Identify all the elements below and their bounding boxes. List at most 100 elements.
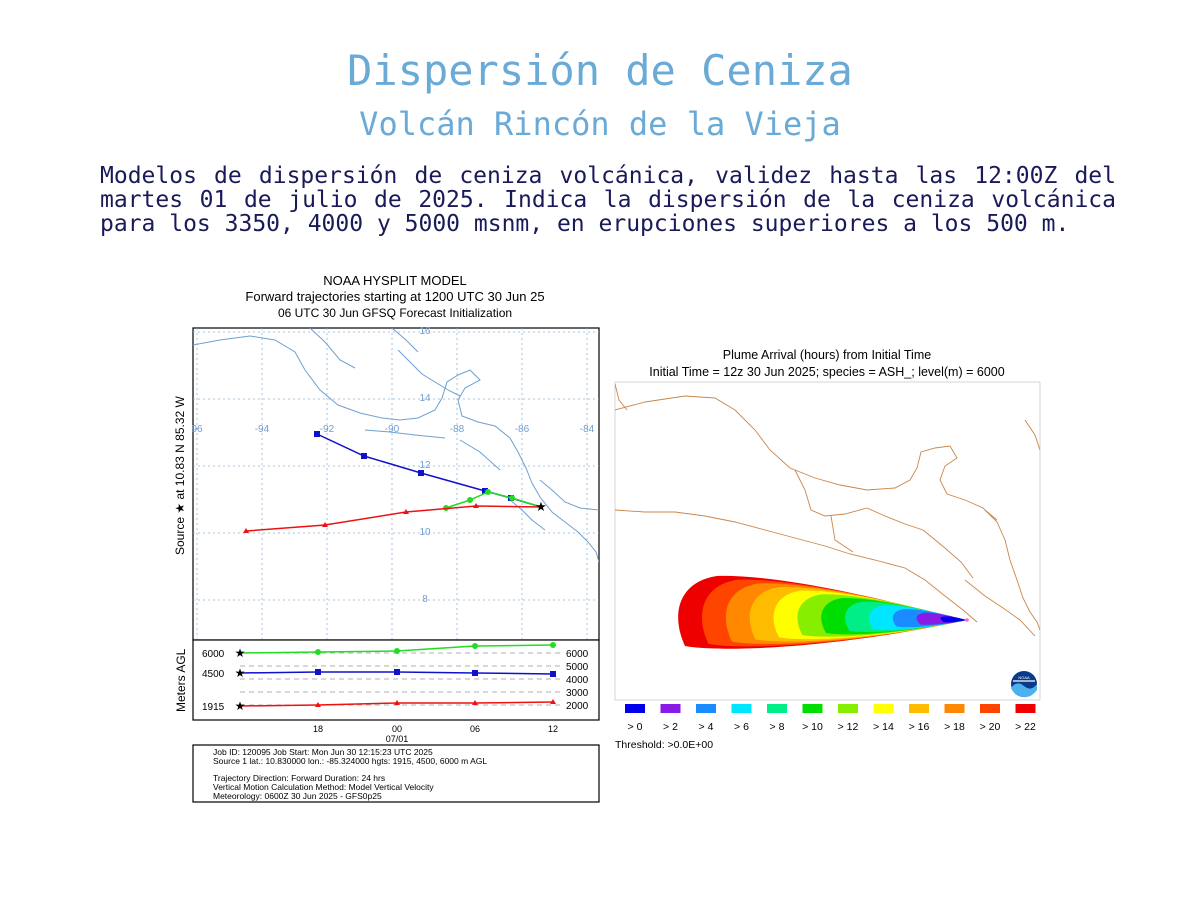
agl-marker bbox=[472, 643, 478, 649]
plume-threshold: Threshold: >0.0E+00 bbox=[615, 739, 713, 751]
legend-swatch bbox=[980, 704, 1000, 713]
agl-marker bbox=[394, 669, 400, 675]
hysplit-title-3: 06 UTC 30 Jun GFSQ Forecast Initializati… bbox=[278, 306, 512, 320]
job-info-box bbox=[192, 744, 600, 803]
trajectory-marker bbox=[322, 522, 328, 527]
agl-marker bbox=[394, 700, 400, 705]
coastlines bbox=[193, 328, 599, 563]
agl-right-3000: 3000 bbox=[566, 688, 589, 699]
plume-title-1: Plume Arrival (hours) from Initial Time bbox=[723, 348, 931, 362]
volcano-source-marker bbox=[965, 618, 969, 622]
legend-label: > 6 bbox=[734, 721, 749, 733]
legend-swatch bbox=[944, 704, 965, 713]
legend-label: > 22 bbox=[1015, 721, 1036, 733]
svg-text:NOAA: NOAA bbox=[1018, 675, 1030, 680]
date-label: 07/01 bbox=[386, 734, 409, 744]
time-tick-06: 06 bbox=[470, 724, 480, 734]
legend-swatch bbox=[909, 704, 929, 713]
description-text: Modelos de dispersión de ceniza volcánic… bbox=[100, 163, 1116, 237]
trajectory-marker bbox=[509, 495, 515, 501]
source-star-icon: ★ bbox=[535, 499, 547, 514]
agl-marker bbox=[315, 649, 321, 655]
noaa-logo: NOAA bbox=[1011, 671, 1037, 698]
job-info-line-4: Vertical Motion Calculation Method: Mode… bbox=[213, 782, 434, 792]
lat-label: 10 bbox=[419, 527, 431, 538]
job-info-line-2: Source 1 lat.: 10.830000 lon.: -85.32400… bbox=[213, 756, 487, 766]
lon-label: -90 bbox=[385, 424, 400, 435]
agl-source-star-icon: ★ bbox=[235, 646, 246, 660]
agl-right-6000: 6000 bbox=[566, 649, 589, 660]
legend-label: > 14 bbox=[873, 721, 894, 733]
plume-ash-cloud bbox=[678, 575, 969, 649]
plume-map-frame bbox=[614, 381, 1041, 701]
time-tick-00: 00 bbox=[392, 724, 402, 734]
lon-label: -84 bbox=[580, 424, 595, 435]
trajectory-marker bbox=[243, 528, 249, 533]
legend-label: > 0 bbox=[628, 721, 643, 733]
plume-band bbox=[940, 616, 967, 623]
trajectory-marker bbox=[482, 488, 488, 494]
legend-swatch bbox=[873, 704, 894, 713]
legend-label: > 12 bbox=[838, 721, 859, 733]
trajectory-marker bbox=[361, 453, 367, 459]
time-tick-12: 12 bbox=[548, 724, 558, 734]
lon-label: -92 bbox=[320, 424, 335, 435]
agl-marker bbox=[394, 648, 400, 654]
lat-label: 8 bbox=[422, 594, 428, 605]
time-tick-18: 18 bbox=[313, 724, 323, 734]
source-coordinates-label: Source ★ at 10.83 N 85.32 W bbox=[173, 395, 187, 555]
hysplit-trajectory-map: NOAA HYSPLIT MODEL Forward trajectories … bbox=[173, 273, 600, 803]
legend-label: > 2 bbox=[663, 721, 678, 733]
legend-label: > 4 bbox=[699, 721, 714, 733]
trajectory-marker bbox=[473, 503, 479, 508]
page-title: Dispersión de Ceniza bbox=[347, 46, 853, 95]
agl-source-star-icon: ★ bbox=[235, 699, 246, 713]
agl-marker bbox=[472, 700, 478, 705]
agl-marker bbox=[315, 669, 321, 675]
agl-axis-label: Meters AGL bbox=[174, 648, 188, 712]
page-subtitle: Volcán Rincón de la Vieja bbox=[359, 105, 841, 143]
agl-left-6000: 6000 bbox=[202, 649, 225, 660]
lat-label: 14 bbox=[419, 393, 431, 404]
agl-marker bbox=[550, 642, 556, 648]
agl-source-star-icon: ★ bbox=[235, 666, 246, 680]
lat-label: 12 bbox=[419, 460, 431, 471]
plume-title-2: Initial Time = 12z 30 Jun 2025; species … bbox=[649, 365, 1004, 379]
trajectory-marker bbox=[403, 509, 409, 514]
legend-label: > 8 bbox=[770, 721, 785, 733]
trajectory-marker bbox=[314, 431, 320, 437]
trajectory-marker bbox=[418, 470, 424, 476]
hysplit-title-1: NOAA HYSPLIT MODEL bbox=[323, 273, 467, 288]
legend-swatch bbox=[731, 704, 752, 713]
lat-label: 16 bbox=[419, 326, 431, 337]
agl-marker bbox=[550, 699, 556, 704]
job-info-line-5: Meteorology: 0600Z 30 Jun 2025 - GFS0p25 bbox=[213, 791, 382, 801]
agl-left-1915: 1915 bbox=[202, 702, 225, 713]
lon-label: -86 bbox=[515, 424, 530, 435]
agl-marker bbox=[315, 702, 321, 707]
trajectory-marker bbox=[485, 489, 491, 495]
legend-swatch bbox=[1015, 704, 1036, 713]
plume-arrival-map: Plume Arrival (hours) from Initial Time … bbox=[614, 348, 1041, 751]
lon-label: 96 bbox=[191, 424, 203, 435]
hysplit-title-2: Forward trajectories starting at 1200 UT… bbox=[245, 289, 544, 304]
job-info-line-3: Trajectory Direction: Forward Duration: … bbox=[213, 773, 385, 783]
lon-label: -88 bbox=[450, 424, 465, 435]
agl-marker bbox=[472, 670, 478, 676]
trajectory-map-frame bbox=[192, 327, 600, 641]
legend-swatch bbox=[696, 704, 716, 713]
trajectory-marker bbox=[467, 497, 473, 503]
agl-right-5000: 5000 bbox=[566, 662, 589, 673]
agl-marker bbox=[550, 671, 556, 677]
legend-swatch bbox=[660, 704, 681, 713]
legend-swatch bbox=[838, 704, 858, 713]
lon-label: -94 bbox=[255, 424, 270, 435]
legend-swatch bbox=[767, 704, 787, 713]
legend-label: > 16 bbox=[909, 721, 930, 733]
agl-right-2000: 2000 bbox=[566, 701, 589, 712]
legend-label: > 10 bbox=[802, 721, 823, 733]
legend-label: > 20 bbox=[980, 721, 1001, 733]
legend-label: > 18 bbox=[944, 721, 965, 733]
legend-swatch bbox=[802, 704, 823, 713]
agl-right-4000: 4000 bbox=[566, 675, 589, 686]
